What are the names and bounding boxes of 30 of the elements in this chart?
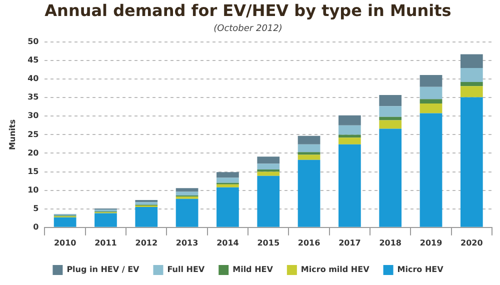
x-tick-label: 2013 [176,238,198,248]
y-tick-label: 35 [28,92,40,102]
chart-title: Annual demand for EV/HEV by type in Munits [44,0,452,20]
y-axis-title: Munits [8,119,17,150]
y-tick-label: 0 [33,222,40,232]
y-tick-label: 30 [28,111,40,120]
y-tick-label: 15 [28,166,40,176]
x-tick-label: 2018 [379,238,402,248]
x-tick-label: 2011 [94,238,118,248]
y-tick-label: 25 [28,130,40,139]
x-tick-label: 2020 [460,238,484,248]
x-tick-label: 2017 [338,238,361,248]
y-tick-label: 5 [33,204,40,213]
x-tick-label: 2014 [216,238,240,248]
x-tick-label: 2019 [420,238,443,248]
x-tick-label: 2015 [257,238,280,248]
y-tick-label: 45 [28,56,40,65]
y-tick-label: 50 [28,37,40,46]
legend-label: Full HEV [167,265,206,274]
x-tick-label: 2012 [135,238,158,248]
legend-label: Mild HEV [232,265,274,274]
y-tick-label: 40 [28,74,40,84]
x-tick-label: 2010 [54,238,77,248]
legend-label: Micro mild HEV [300,265,370,274]
legend-label: Micro HEV [397,265,444,274]
chart-subtitle: (October 2012) [214,24,282,34]
y-tick-label: 10 [28,185,40,194]
legend-label: Plug in HEV / EV [66,265,140,274]
x-tick-label: 2016 [298,238,321,248]
y-tick-label: 20 [28,148,40,158]
